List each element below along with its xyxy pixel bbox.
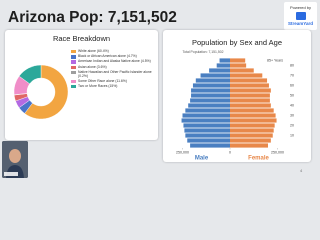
bar	[192, 83, 230, 88]
bar	[182, 113, 230, 118]
bar	[230, 133, 273, 138]
legend-label: Male	[195, 156, 209, 162]
chart-subtitle: Total Population: 7,151,502	[182, 50, 223, 54]
legend-item: Native Hawaiian and Other Pacific Island…	[71, 69, 153, 79]
legend-label: Native Hawaiian and Other Pacific Island…	[78, 69, 152, 78]
legend-label: American Indian and Alaska Native alone …	[78, 59, 151, 64]
age-label: 40	[290, 103, 294, 107]
bar	[195, 78, 230, 83]
bar	[184, 128, 230, 133]
chart-title: Population by Sex and Age	[192, 38, 282, 47]
bar	[230, 88, 271, 93]
legend-swatch	[71, 55, 76, 59]
presenter	[2, 141, 28, 178]
pyramid-chart: Population by Sex and Age Total Populati…	[176, 38, 294, 162]
legend-swatch	[71, 84, 76, 89]
bar	[230, 68, 254, 73]
legend-item: American Indian and Alaska Native alone …	[71, 60, 153, 64]
age-label: 30	[290, 113, 294, 117]
slide-title: Arizona Pop: 7,151,502	[8, 9, 177, 26]
bar	[230, 58, 246, 63]
card-title: Race Breakdown	[52, 34, 111, 43]
bar	[209, 68, 230, 73]
bar	[190, 98, 230, 103]
bar	[230, 98, 270, 103]
legend: White alone (60.4%) Black or African Amer…	[71, 49, 153, 90]
page-number: 4	[300, 168, 303, 173]
legend-item: Two or More Races (15%)	[71, 83, 153, 89]
legend-label: Some Other Race alone (11.6%)	[78, 78, 127, 83]
age-label: 50	[290, 93, 294, 97]
x-tick-label: 0	[229, 150, 231, 154]
slide: Arizona Pop: 7,151,502 Powered by Stream…	[2, 2, 317, 178]
age-label: 20	[290, 123, 294, 127]
age-label: 80	[290, 63, 294, 67]
x-tick-label: 250,000	[271, 150, 284, 154]
legend-swatch	[71, 50, 76, 54]
legend-item: White alone (60.4%)	[71, 49, 153, 54]
bar	[188, 103, 230, 108]
race-card: Race Breakdown White alone (60.4%) Black …	[5, 30, 158, 140]
badge-logo	[295, 12, 306, 20]
bar	[230, 123, 275, 128]
bar	[230, 78, 268, 83]
bar	[230, 113, 276, 118]
donut-slice	[24, 64, 69, 120]
bar	[187, 138, 230, 143]
bar	[230, 138, 271, 143]
legend-swatch	[71, 79, 76, 84]
bar	[183, 123, 230, 128]
age-label: 85+ Years	[267, 58, 283, 62]
legend-item: Black or African American alone (4.7%)	[71, 54, 153, 59]
legend-swatch	[71, 65, 76, 69]
bar	[185, 108, 230, 113]
bar	[230, 143, 268, 148]
bar	[200, 73, 230, 78]
legend-label: Female	[248, 156, 269, 162]
bar	[185, 133, 230, 138]
bar	[230, 83, 269, 88]
x-tick-label: 250,000	[176, 150, 189, 154]
donut-chart	[13, 64, 69, 120]
bar	[230, 93, 270, 98]
bar	[191, 93, 230, 98]
legend-swatch	[71, 70, 76, 75]
streamyard-badge: Powered by StreamYard	[284, 2, 317, 30]
badge-text: Powered by	[289, 5, 312, 10]
bar	[216, 63, 230, 68]
bar	[219, 58, 230, 63]
legend-label: Black or African American alone (4.7%)	[78, 54, 137, 59]
legend-label: Asian alone (3.6%)	[78, 64, 107, 69]
legend-label: Two or More Races (15%)	[78, 83, 118, 88]
bar	[190, 143, 230, 148]
bar	[230, 128, 274, 133]
age-label: 60	[290, 83, 294, 87]
bar	[230, 118, 277, 123]
bar	[230, 103, 271, 108]
webcam-feed	[2, 141, 28, 178]
bar	[230, 73, 263, 78]
legend-item: Asian alone (3.6%)	[71, 64, 153, 70]
age-label: 70	[290, 73, 294, 77]
legend-swatch	[71, 60, 76, 64]
legend-item: Some Other Race alone (11.6%)	[71, 78, 153, 84]
badge-text: StreamYard	[287, 21, 313, 26]
bar	[181, 118, 230, 123]
bar	[230, 108, 274, 113]
bar	[191, 88, 230, 93]
age-label: 10	[290, 133, 294, 137]
legend-label: White alone (60.4%)	[78, 49, 109, 53]
pyramid-card: Population by Sex and Age Total Populati…	[163, 30, 311, 162]
donut-slice	[18, 64, 42, 85]
bar	[230, 63, 247, 68]
